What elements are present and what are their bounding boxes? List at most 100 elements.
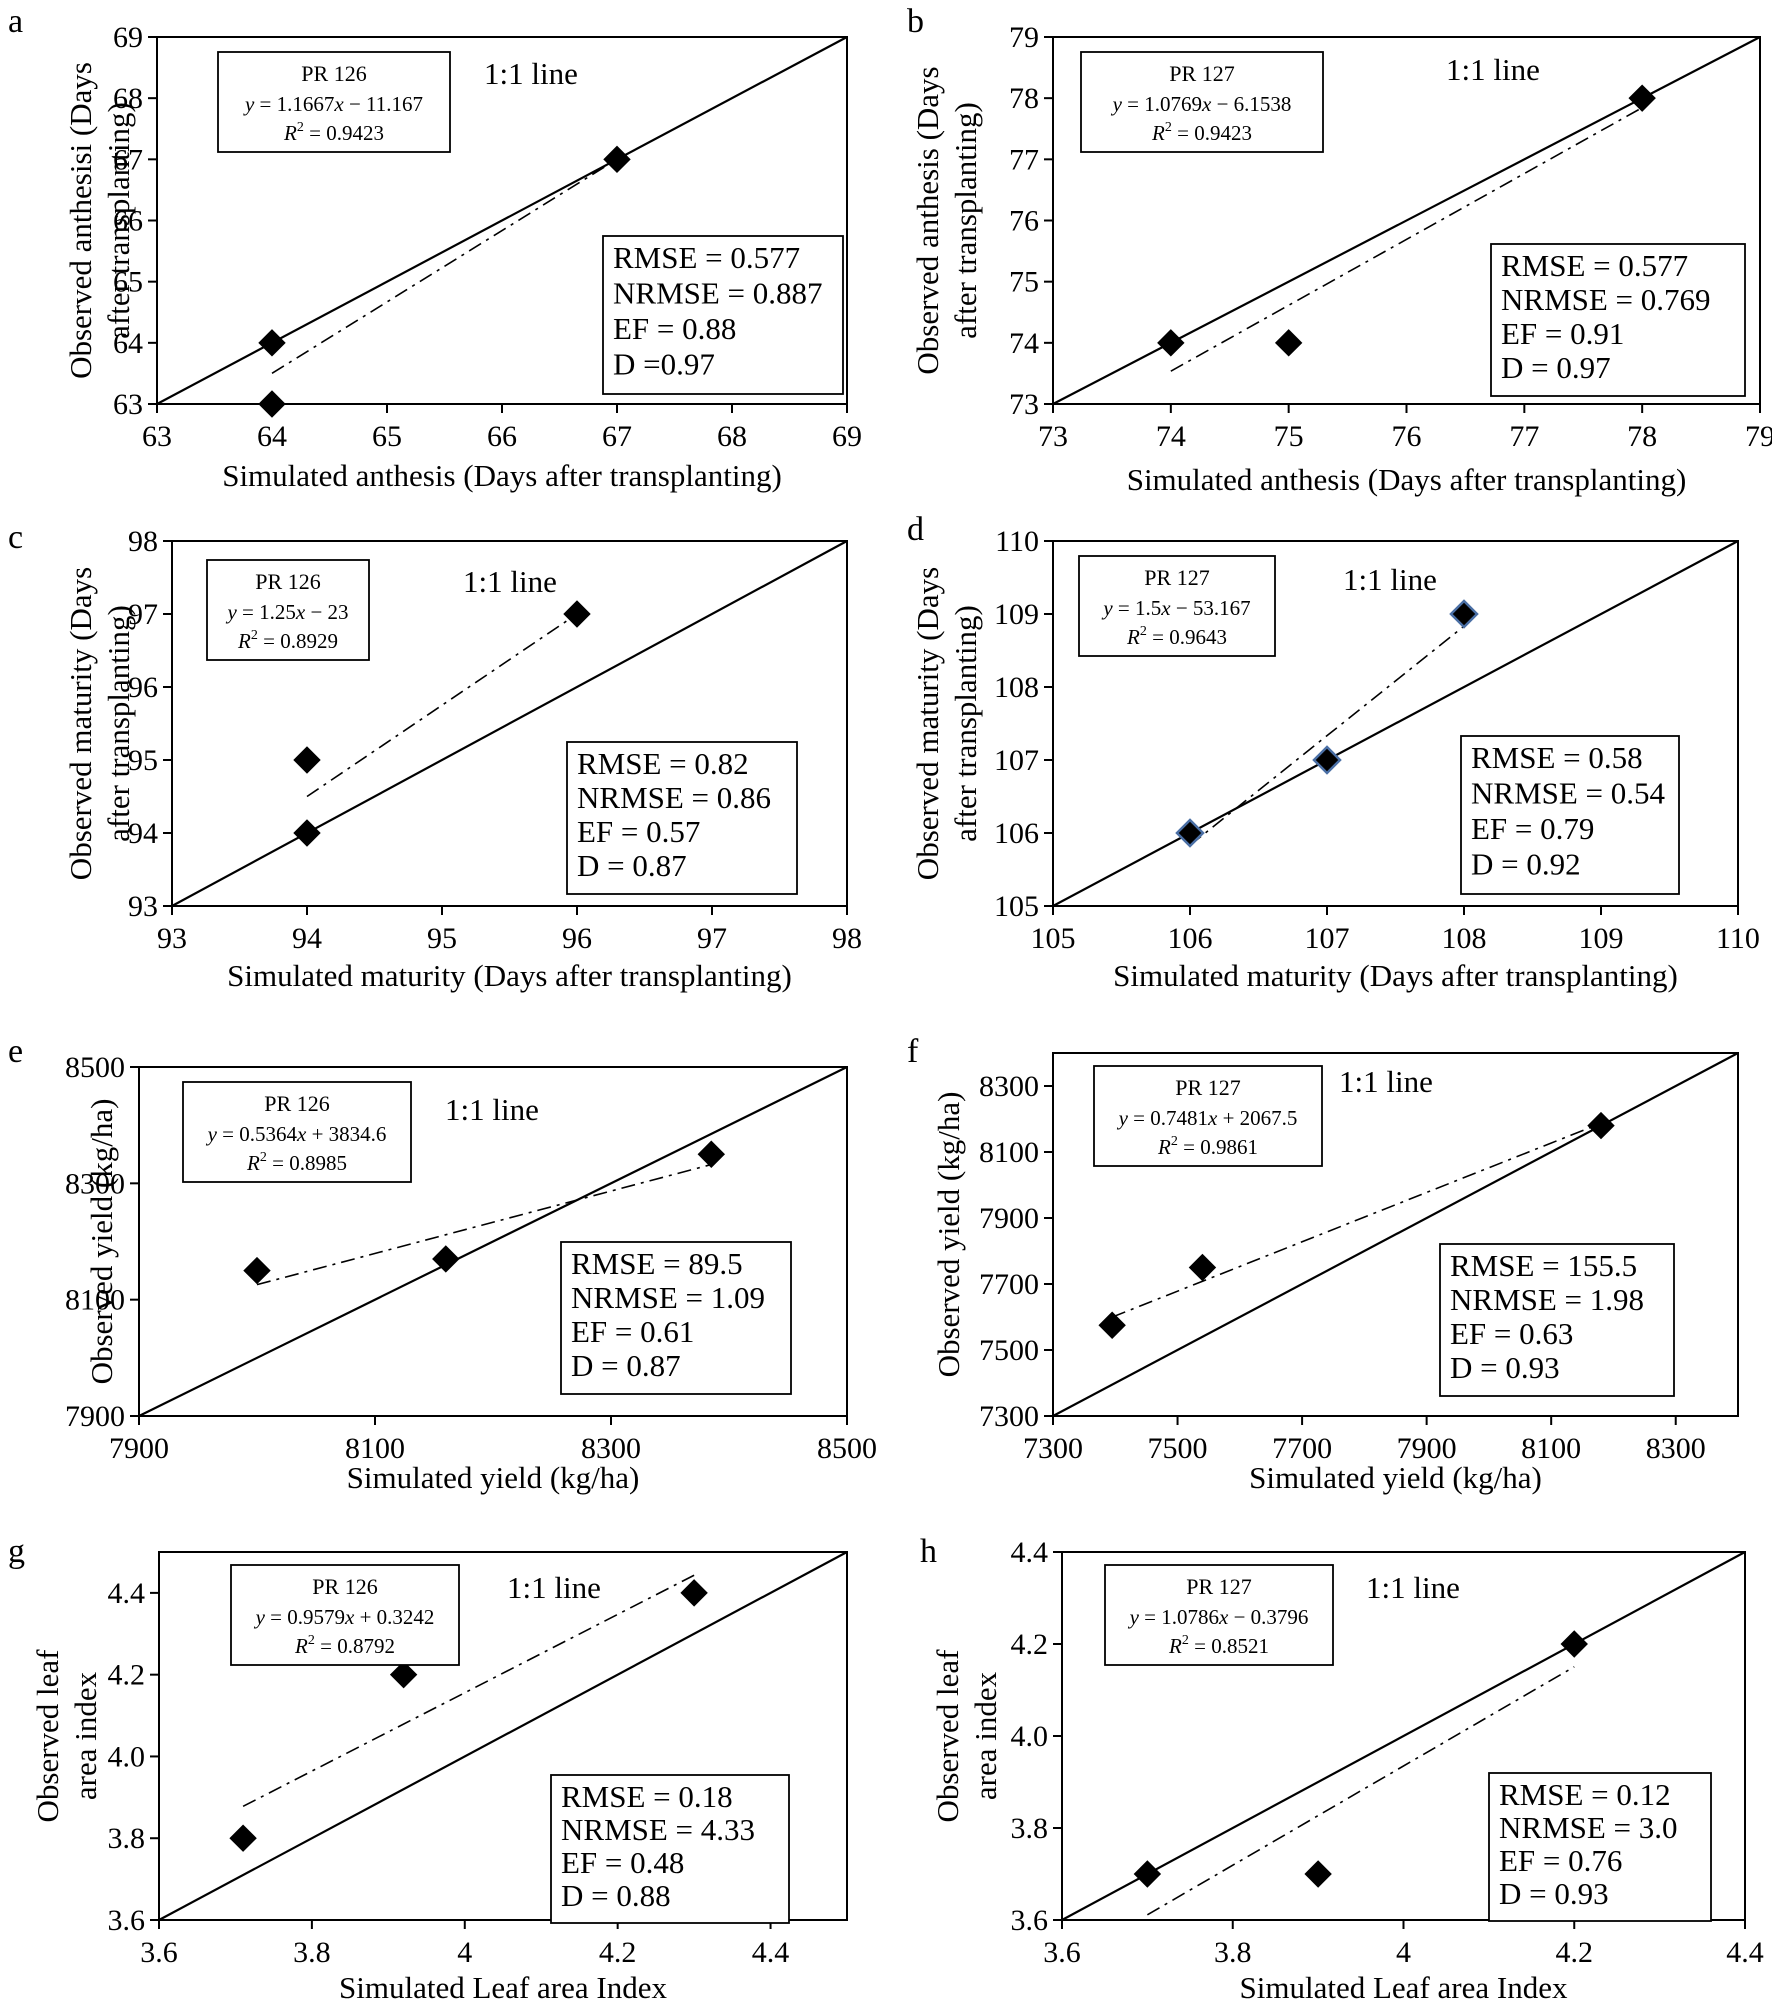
y-tick-label: 76 — [1009, 205, 1039, 238]
y-tick-label: 69 — [113, 21, 143, 54]
r-squared: R2 = 0.9423 — [283, 120, 384, 145]
x-tick-label: 3.8 — [1214, 1936, 1252, 1969]
stat-line: D = 0.87 — [577, 848, 687, 883]
x-tick-label: 64 — [257, 420, 287, 453]
x-tick-label: 8500 — [817, 1432, 877, 1465]
y-axis-label: area index — [968, 1671, 1003, 1800]
x-tick-label: 76 — [1392, 420, 1422, 453]
x-tick-label: 94 — [292, 922, 322, 955]
x-tick-label: 4.4 — [752, 1936, 790, 1969]
y-tick-label: 68 — [113, 82, 143, 115]
one-to-one-label: 1:1 line — [1343, 562, 1437, 597]
panel-c: c 93 94 95 96 97 98 93 94 95 96 97 98 Simulated matur… — [8, 519, 862, 993]
r-squared: R2 = 0.8985 — [246, 1150, 347, 1175]
equation-frame — [1093, 1065, 1323, 1167]
x-tick-label: 96 — [562, 922, 592, 955]
x-tick-label: 7900 — [109, 1432, 169, 1465]
equation-frame — [206, 559, 370, 661]
variety-label: PR 127 — [1186, 1574, 1251, 1599]
panel-letter: d — [907, 511, 924, 548]
panel-letter: h — [920, 1533, 937, 1570]
r-squared: R2 = 0.9643 — [1126, 624, 1227, 649]
panel-h: h 3.6 3.8 4 4.2 4.4 3.6 3.8 4.0 4.2 4.4 Simulated L… — [920, 1533, 1764, 2003]
equation-frame — [1104, 1564, 1334, 1666]
y-axis-label: area index — [68, 1671, 103, 1800]
trend-line — [1189, 625, 1465, 846]
y-tick-label: 64 — [113, 327, 143, 360]
stat-line: EF = 0.57 — [577, 814, 700, 849]
trend-line — [1111, 1122, 1602, 1318]
y-tick-label: 110 — [995, 525, 1039, 558]
y-tick-label: 74 — [1009, 327, 1039, 360]
stats-frame — [566, 741, 798, 895]
data-point — [563, 600, 591, 628]
variety-label: PR 127 — [1144, 565, 1209, 590]
x-tick-label: 106 — [1168, 922, 1213, 955]
regression-equation: y = 1.5x − 53.167 — [1101, 596, 1250, 620]
y-axis-label: Observed yield (kg/ha) — [931, 1092, 966, 1378]
y-tick-label: 4.2 — [108, 1659, 146, 1692]
regression-equation: y = 1.0786x − 0.3796 — [1128, 1605, 1309, 1629]
stat-line: RMSE = 0.58 — [1471, 740, 1643, 775]
variety-label: PR 126 — [255, 569, 320, 594]
data-point — [293, 746, 321, 774]
panel-letter: e — [8, 1033, 23, 1070]
x-axis-label: Simulated Leaf area Index — [339, 1970, 667, 2003]
stats-frame — [1439, 1243, 1675, 1397]
x-tick-label: 97 — [697, 922, 727, 955]
variety-label: PR 127 — [1169, 61, 1234, 86]
y-axis-label: after transplanting) — [101, 102, 136, 339]
x-tick-label: 79 — [1745, 420, 1772, 453]
y-tick-label: 8300 — [979, 1070, 1039, 1103]
x-tick-label: 7900 — [1397, 1432, 1457, 1465]
y-tick-label: 7900 — [65, 1400, 125, 1433]
regression-equation: y = 0.7481x + 2067.5 — [1117, 1106, 1298, 1130]
one-to-one-label: 1:1 line — [1446, 52, 1540, 87]
x-tick-label: 67 — [602, 420, 632, 453]
x-axis-label: Simulated maturity (Days after transplan… — [227, 958, 792, 993]
equation-box: PR 127 y = 0.7481x + 2067.5 R2 = 0.9861 — [1093, 1065, 1323, 1167]
y-tick-label: 4.4 — [108, 1577, 146, 1610]
stat-line: D =0.97 — [613, 347, 715, 382]
x-tick-label: 93 — [157, 922, 187, 955]
r-squared: R2 = 0.9423 — [1151, 120, 1252, 145]
plot-frame — [1052, 1052, 1739, 1417]
panel-g: g 3.6 3.8 4 4.2 4.4 3.6 3.8 4.0 4.2 4.4 Simulated L… — [8, 1533, 848, 2003]
y-tick-label: 7900 — [979, 1202, 1039, 1235]
one-to-one-label: 1:1 line — [463, 564, 557, 599]
data-point — [293, 819, 321, 847]
plot-frame — [1052, 540, 1739, 907]
variety-label: PR 126 — [312, 1574, 377, 1599]
y-axis-label: after transplanting) — [948, 102, 983, 339]
equation-frame — [217, 51, 451, 153]
stat-line: EF = 0.48 — [561, 1845, 684, 1880]
equation-frame — [182, 1081, 412, 1183]
regression-equation: y = 0.9579x + 0.3242 — [254, 1605, 435, 1629]
y-tick-label: 8100 — [65, 1284, 125, 1317]
x-tick-label: 107 — [1305, 922, 1350, 955]
equation-box: PR 127 y = 1.0769x − 6.1538 R2 = 0.9423 — [1080, 51, 1324, 153]
data-point — [1188, 1253, 1217, 1282]
one-to-one-line — [1061, 1551, 1746, 1921]
x-tick-label: 75 — [1274, 420, 1304, 453]
stat-line: NRMSE = 1.09 — [571, 1280, 765, 1315]
stats-frame — [550, 1774, 790, 1924]
y-tick-label: 73 — [1009, 388, 1039, 421]
x-tick-label: 74 — [1156, 420, 1186, 453]
panel-letter: c — [8, 519, 23, 556]
data-point — [1133, 1860, 1162, 1888]
x-axis-label: Simulated yield (kg/ha) — [347, 1460, 640, 1495]
y-axis-label: Observed yield (kg/ha) — [84, 1099, 119, 1385]
panel-d: d 105 106 107 108 109 110 105 106 107 108 109 110 Sim… — [907, 511, 1760, 993]
stat-line: D = 0.93 — [1450, 1350, 1560, 1385]
panel-e: e 7900 8100 8300 8500 7900 8100 8300 8500 Simulat… — [8, 1033, 877, 1495]
x-tick-label: 110 — [1716, 922, 1760, 955]
y-tick-label: 7300 — [979, 1400, 1039, 1433]
y-tick-label: 4.0 — [1011, 1720, 1049, 1753]
x-tick-label: 105 — [1031, 922, 1076, 955]
